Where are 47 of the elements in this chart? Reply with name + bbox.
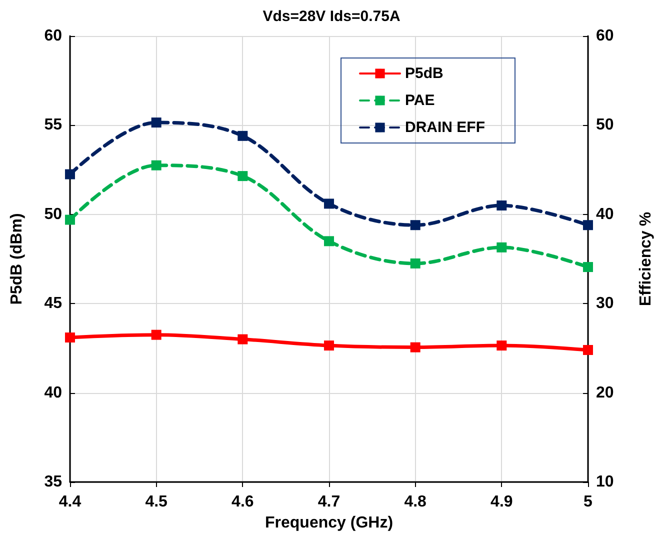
chart-title: Vds=28V Ids=0.75A [262,8,400,25]
point [238,130,248,141]
x-tick-label: 4.6 [232,494,254,510]
x-tick-label: 4.8 [404,494,427,510]
point [410,258,420,268]
point [238,171,248,182]
x-tick-label: 5 [584,494,593,510]
x-tick-label: 4.4 [58,494,82,510]
legend-label: DRAIN EFF [405,119,486,136]
point [496,340,507,351]
y-tick-label: 45 [44,295,62,312]
point [496,242,507,252]
x-tick-label: 4.9 [490,494,513,510]
point [151,118,162,128]
point [238,334,248,344]
point [410,220,420,230]
point [583,262,593,272]
y-axis-title: P5dB (dBm) [8,213,26,305]
point [583,344,593,355]
point [65,214,75,225]
point [151,160,162,170]
point [151,330,162,340]
point [65,332,75,342]
point [324,340,334,351]
y2-tick-label: 30 [596,295,614,312]
y2-tick-label: 60 [596,28,614,44]
point [324,236,334,246]
y-tick-label: 60 [44,28,62,44]
y-tick-label: 35 [44,474,62,490]
legend-label: PAE [405,92,435,109]
y-tick-label: 50 [44,206,62,223]
point [65,169,75,180]
x-tick-label: 4.5 [145,494,168,510]
point [410,342,420,352]
y2-tick-label: 40 [596,206,614,223]
y2-tick-label: 10 [596,474,614,490]
x-tick-label: 4.7 [318,494,340,510]
y2-tick-label: 50 [596,116,614,134]
y-tick-label: 40 [44,384,62,402]
point [583,220,593,230]
y2-axis-title: Efficiency % [638,212,654,306]
y2-tick-label: 20 [596,384,614,402]
y-tick-label: 55 [44,116,62,134]
legend-label: P5dB [405,65,444,82]
point [496,200,507,210]
point [324,198,334,209]
x-axis-title: Frequency (GHz) [264,514,394,532]
